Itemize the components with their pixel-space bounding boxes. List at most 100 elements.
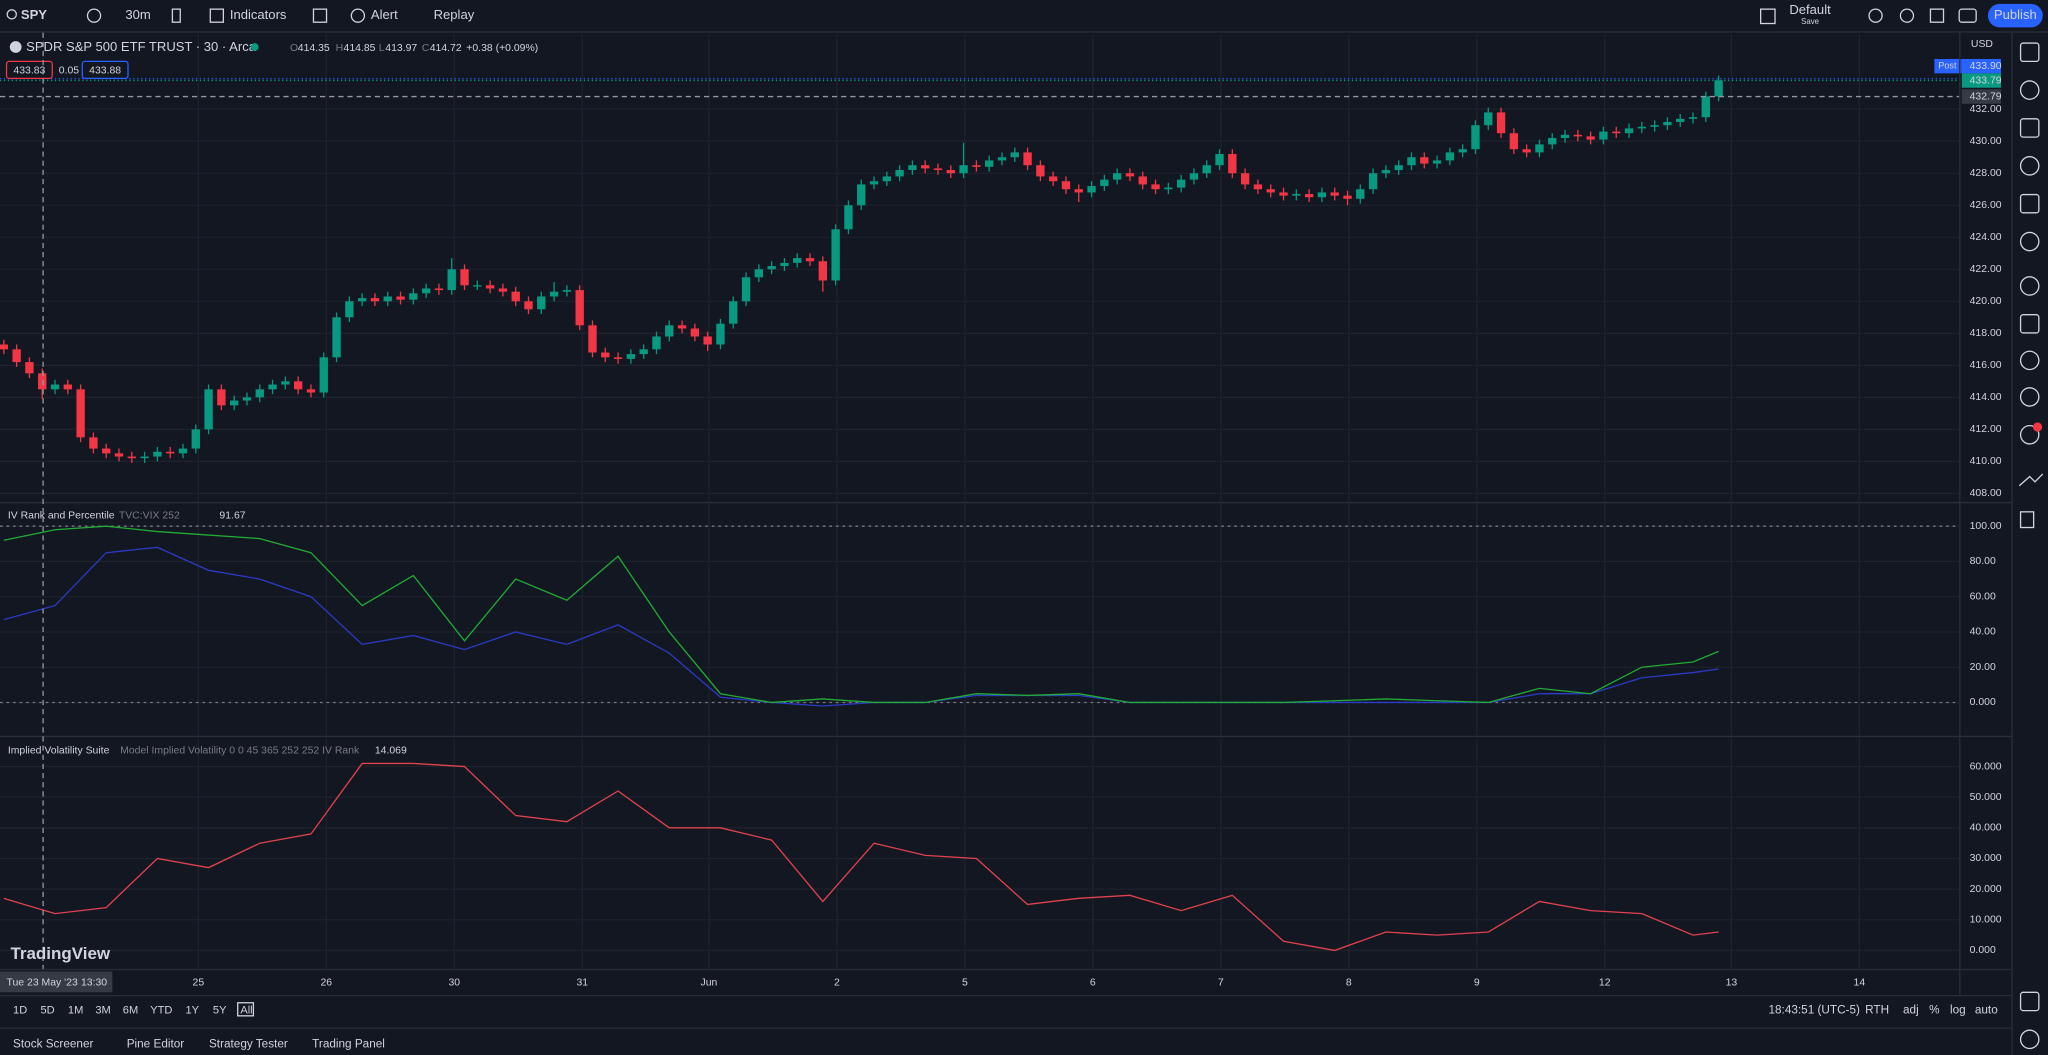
candle-body	[1676, 118, 1685, 122]
auto-toggle[interactable]: auto	[1975, 1004, 1998, 1017]
settings[interactable]	[1899, 8, 1915, 23]
broadcast-icon[interactable]	[2019, 387, 2040, 407]
candle-body	[562, 290, 572, 292]
candle-body	[831, 229, 840, 281]
percent-toggle[interactable]: %	[1929, 1004, 1940, 1017]
range-button[interactable]: YTD	[150, 1005, 172, 1017]
candle-body	[1458, 149, 1467, 153]
bottom-tab[interactable]: Strategy Tester	[209, 1038, 288, 1051]
indicator-line	[3, 525, 1719, 704]
snapshot[interactable]	[1958, 8, 1977, 23]
candle-body	[191, 429, 200, 449]
range-button[interactable]: All	[240, 1005, 252, 1017]
watchlist-icon[interactable]	[2019, 42, 2040, 63]
fullscreen[interactable]	[1929, 8, 1945, 23]
candle-body	[1125, 173, 1135, 177]
trading-icon[interactable]	[2018, 473, 2044, 487]
layout-icon[interactable]	[1759, 8, 1776, 25]
candle-body	[767, 266, 776, 270]
candle-body	[409, 293, 418, 300]
chart-panes: 408.00 410.00 412.00 414.00 416.00 418.00 420.…	[0, 33, 2002, 969]
streams-icon[interactable]	[2019, 350, 2040, 371]
range-button[interactable]: 3M	[95, 1005, 110, 1017]
candle-body	[1432, 160, 1442, 164]
log-toggle[interactable]: log	[1950, 1004, 1966, 1017]
dom-icon[interactable]	[2019, 511, 2035, 529]
alerts-icon[interactable]	[2019, 80, 2040, 100]
candle-body	[12, 349, 21, 363]
candle-body	[332, 317, 341, 358]
range-button[interactable]: 1D	[13, 1005, 27, 1017]
ohlc-key: O	[290, 43, 298, 54]
candle-body	[1560, 134, 1570, 139]
candle-body	[677, 325, 687, 329]
candle-body	[857, 184, 866, 206]
price-tag	[1961, 58, 2001, 74]
range-button[interactable]: 1M	[68, 1005, 83, 1017]
bottom-tab[interactable]: Pine Editor	[127, 1038, 185, 1051]
bid-box[interactable]	[5, 60, 53, 79]
chart-type-icon[interactable]	[171, 8, 181, 23]
ohlc-key: H	[336, 43, 344, 54]
y-tick-label: 20.000	[1970, 884, 2002, 895]
candle-body	[537, 296, 546, 310]
notifications-icon[interactable]	[2019, 425, 2040, 445]
ask[interactable]: 433.88	[89, 65, 121, 76]
goto-date[interactable]	[237, 1002, 255, 1017]
layout-name[interactable]: Default	[1789, 2, 1831, 17]
ohlc-key: L	[379, 43, 385, 54]
candle-body	[793, 258, 802, 263]
candle-body	[383, 296, 392, 302]
templates-icon[interactable]	[312, 8, 328, 23]
range-button[interactable]: 5D	[40, 1005, 54, 1017]
calendar-icon[interactable]	[2019, 193, 2040, 214]
messages-icon[interactable]	[2019, 314, 2040, 334]
candle-body	[204, 389, 213, 430]
publish-button-bg[interactable]	[1987, 3, 2043, 28]
bid[interactable]: 433.83	[13, 65, 45, 76]
candle-body	[972, 165, 981, 167]
quick-search[interactable]	[1868, 8, 1883, 23]
candle-body	[1176, 179, 1186, 188]
layers-icon[interactable]	[2019, 991, 2040, 1012]
indicator-title: IV Rank and Percentile	[8, 511, 115, 522]
search-icon[interactable]	[6, 9, 17, 20]
indicator-line	[3, 762, 1719, 952]
indicator-readout: 14.069	[375, 746, 407, 757]
help-icon[interactable]	[2019, 1029, 2040, 1050]
chats-icon[interactable]	[2019, 276, 2040, 296]
candle-body	[933, 168, 943, 171]
ideas-icon[interactable]	[2019, 231, 2040, 252]
ohlc-value: 413.97	[385, 43, 417, 54]
candle-body	[1394, 165, 1403, 171]
symbol[interactable]: SPY	[21, 7, 47, 22]
candle-body	[652, 336, 661, 350]
range-button[interactable]: 1Y	[185, 1005, 199, 1017]
currency[interactable]: USD	[1971, 39, 1994, 50]
hotlists-icon[interactable]	[2019, 156, 2040, 176]
adj-toggle[interactable]: adj	[1903, 1004, 1919, 1017]
candle-body	[1330, 192, 1339, 196]
interval[interactable]: 30m	[125, 7, 151, 22]
session-toggle[interactable]: RTH	[1865, 1004, 1889, 1017]
candle-body	[498, 288, 508, 292]
publish-button[interactable]: Publish	[1994, 7, 2037, 22]
news-icon[interactable]	[2019, 118, 2040, 138]
candle-body	[549, 291, 559, 297]
add-symbol[interactable]	[86, 8, 102, 23]
alert-button[interactable]: Alert	[371, 7, 398, 22]
crosshair-time: 13:30	[81, 977, 107, 988]
range-button[interactable]: 5Y	[213, 1005, 227, 1017]
range-button[interactable]: 6M	[123, 1005, 138, 1017]
bottom-tab[interactable]: Stock Screener	[13, 1038, 93, 1051]
indicators-button[interactable]: Indicators	[230, 7, 287, 22]
replay-button[interactable]: Replay	[434, 7, 475, 22]
candle-body	[1240, 173, 1250, 185]
candle-body	[63, 384, 73, 390]
layout-save[interactable]: Save	[1801, 17, 1819, 26]
x-tick-label: 8	[1346, 977, 1352, 988]
y-tick-label: 0.000	[1970, 945, 1996, 956]
bottom-tab[interactable]: Trading Panel	[312, 1038, 385, 1051]
ask-box[interactable]	[81, 60, 129, 79]
